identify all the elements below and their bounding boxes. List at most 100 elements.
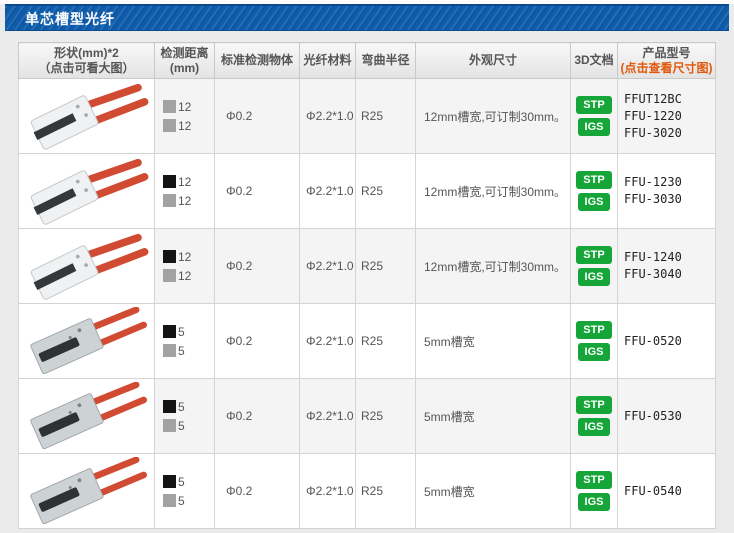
product-model-link[interactable]: FFU-3040 xyxy=(624,267,682,281)
product-model-cell: FFU-1230 FFU-3030 xyxy=(617,153,716,229)
distance-value: 5 xyxy=(178,474,185,489)
detection-distance-cell: 12 12 xyxy=(154,78,215,154)
distance-value: 5 xyxy=(178,399,185,414)
header-text: 外观尺寸 xyxy=(468,53,517,67)
product-model-link[interactable]: FFU-0520 xyxy=(624,333,682,348)
slot-sensor-photo[interactable] xyxy=(21,456,152,526)
standard-object-cell: Φ0.2 xyxy=(214,453,300,529)
igs-download-button[interactable]: IGS xyxy=(577,193,611,211)
igs-download-button[interactable]: IGS xyxy=(577,268,611,286)
table-body: 12 12 Φ0.2 Φ2.2*1.0 R25 12mm槽宽,可订制30mm。 STP IGS… xyxy=(18,78,716,529)
color-swatch-icon xyxy=(163,100,176,113)
distance-value: 5 xyxy=(178,493,185,508)
fiber-material-cell: Φ2.2*1.0 xyxy=(299,378,356,454)
section-title-bar: 单芯槽型光纤 xyxy=(5,4,729,31)
dimensions-cell: 12mm槽宽,可订制30mm。 xyxy=(415,78,571,154)
stp-download-button[interactable]: STP xyxy=(576,171,612,189)
color-swatch-icon xyxy=(163,175,176,188)
distance-value: 5 xyxy=(178,418,185,433)
table-header: 形状(mm)*2 （点击可看大图） 检测距离 (mm) 标准检测物体 光纤材料 … xyxy=(18,42,716,79)
shape-cell xyxy=(18,153,155,229)
dimensions-cell: 5mm槽宽 xyxy=(415,378,571,454)
distance-value: 5 xyxy=(178,343,185,358)
distance-line: 5 xyxy=(163,472,214,491)
bend-radius-cell: R25 xyxy=(355,228,416,304)
fork-sensor-photo[interactable] xyxy=(21,81,152,151)
distance-value: 12 xyxy=(178,249,192,264)
col-header-bend-radius: 弯曲半径 xyxy=(355,42,416,79)
standard-object-cell: Φ0.2 xyxy=(214,303,300,379)
product-model-link[interactable]: FFUT12BC xyxy=(624,91,682,106)
bend-radius-cell: R25 xyxy=(355,453,416,529)
stp-download-button[interactable]: STP xyxy=(576,396,612,414)
igs-download-button[interactable]: IGS xyxy=(577,343,611,361)
col-header-dimensions: 外观尺寸 xyxy=(415,42,571,79)
distance-line: 5 xyxy=(163,322,214,341)
color-swatch-icon xyxy=(163,269,176,282)
col-header-shape: 形状(mm)*2 （点击可看大图） xyxy=(18,42,155,79)
product-model-link[interactable]: FFU-0530 xyxy=(624,408,682,423)
stp-download-button[interactable]: STP xyxy=(576,471,612,489)
distance-value: 5 xyxy=(178,324,185,339)
shape-cell xyxy=(18,78,155,154)
product-model-cell: FFU-0540 xyxy=(617,453,716,529)
header-text: 标准检测物体 xyxy=(220,53,293,67)
product-model-link[interactable]: FFU-1240 xyxy=(624,250,682,264)
stp-download-button[interactable]: STP xyxy=(576,321,612,339)
fiber-material-cell: Φ2.2*1.0 xyxy=(299,303,356,379)
distance-line: 12 xyxy=(163,266,214,285)
distance-line: 12 xyxy=(163,172,214,191)
distance-value: 12 xyxy=(178,268,192,283)
dimensions-cell: 12mm槽宽,可订制30mm。 xyxy=(415,228,571,304)
standard-object-cell: Φ0.2 xyxy=(214,228,300,304)
header-text: 3D文档 xyxy=(574,53,614,67)
distance-line: 12 xyxy=(163,97,214,116)
col-header-3d-docs: 3D文档 xyxy=(570,42,618,79)
color-swatch-icon xyxy=(163,494,176,507)
doc-buttons-cell: STP IGS xyxy=(570,378,618,454)
fork-sensor-photo[interactable] xyxy=(21,231,152,301)
distance-value: 12 xyxy=(178,118,192,133)
stp-download-button[interactable]: STP xyxy=(576,96,612,114)
product-model-link[interactable]: FFU-1230 xyxy=(624,175,682,189)
distance-line: 5 xyxy=(163,416,214,435)
slot-sensor-photo[interactable] xyxy=(21,381,152,451)
fork-sensor-photo[interactable] xyxy=(21,156,152,226)
dimensions-cell: 5mm槽宽 xyxy=(415,453,571,529)
product-model-link[interactable]: FFU-3030 xyxy=(624,192,682,206)
product-model-link[interactable]: FFU-0540 xyxy=(624,483,682,498)
product-model-cell: FFUT12BC FFU-1220 FFU-3020 xyxy=(617,78,716,154)
fiber-material-cell: Φ2.2*1.0 xyxy=(299,453,356,529)
distance-line: 12 xyxy=(163,191,214,210)
bend-radius-cell: R25 xyxy=(355,378,416,454)
col-header-fiber-material: 光纤材料 xyxy=(299,42,356,79)
doc-buttons-cell: STP IGS xyxy=(570,453,618,529)
table-row: 12 12 Φ0.2 Φ2.2*1.0 R25 12mm槽宽,可订制30mm。 STP IGS… xyxy=(18,228,716,304)
standard-object-cell: Φ0.2 xyxy=(214,153,300,229)
detection-distance-cell: 12 12 xyxy=(154,228,215,304)
color-swatch-icon xyxy=(163,325,176,338)
header-text: 弯曲半径 xyxy=(361,53,410,67)
product-table: 形状(mm)*2 （点击可看大图） 检测距离 (mm) 标准检测物体 光纤材料 … xyxy=(18,42,716,529)
doc-buttons-cell: STP IGS xyxy=(570,228,618,304)
product-model-link[interactable]: FFU-1220 xyxy=(624,108,682,123)
header-subtext: (点击查看尺寸图) xyxy=(620,60,713,75)
fiber-material-cell: Φ2.2*1.0 xyxy=(299,228,356,304)
product-model-cell: FFU-1240 FFU-3040 xyxy=(617,228,716,304)
table-row: 12 12 Φ0.2 Φ2.2*1.0 R25 12mm槽宽,可订制30mm。 STP IGS… xyxy=(18,153,716,229)
igs-download-button[interactable]: IGS xyxy=(577,418,611,436)
product-model-cell: FFU-0530 xyxy=(617,378,716,454)
doc-buttons-cell: STP IGS xyxy=(570,153,618,229)
detection-distance-cell: 12 12 xyxy=(154,153,215,229)
table-row: 5 5 Φ0.2 Φ2.2*1.0 R25 5mm槽宽 STP IGS FFU-0530 xyxy=(18,378,716,454)
slot-sensor-photo[interactable] xyxy=(21,306,152,376)
igs-download-button[interactable]: IGS xyxy=(577,493,611,511)
col-header-detection-distance: 检测距离 (mm) xyxy=(154,42,215,79)
color-swatch-icon xyxy=(163,119,176,132)
stp-download-button[interactable]: STP xyxy=(576,246,612,264)
header-text: 光纤材料 xyxy=(303,53,352,67)
product-model-link[interactable]: FFU-3020 xyxy=(624,125,682,140)
igs-download-button[interactable]: IGS xyxy=(577,118,611,136)
